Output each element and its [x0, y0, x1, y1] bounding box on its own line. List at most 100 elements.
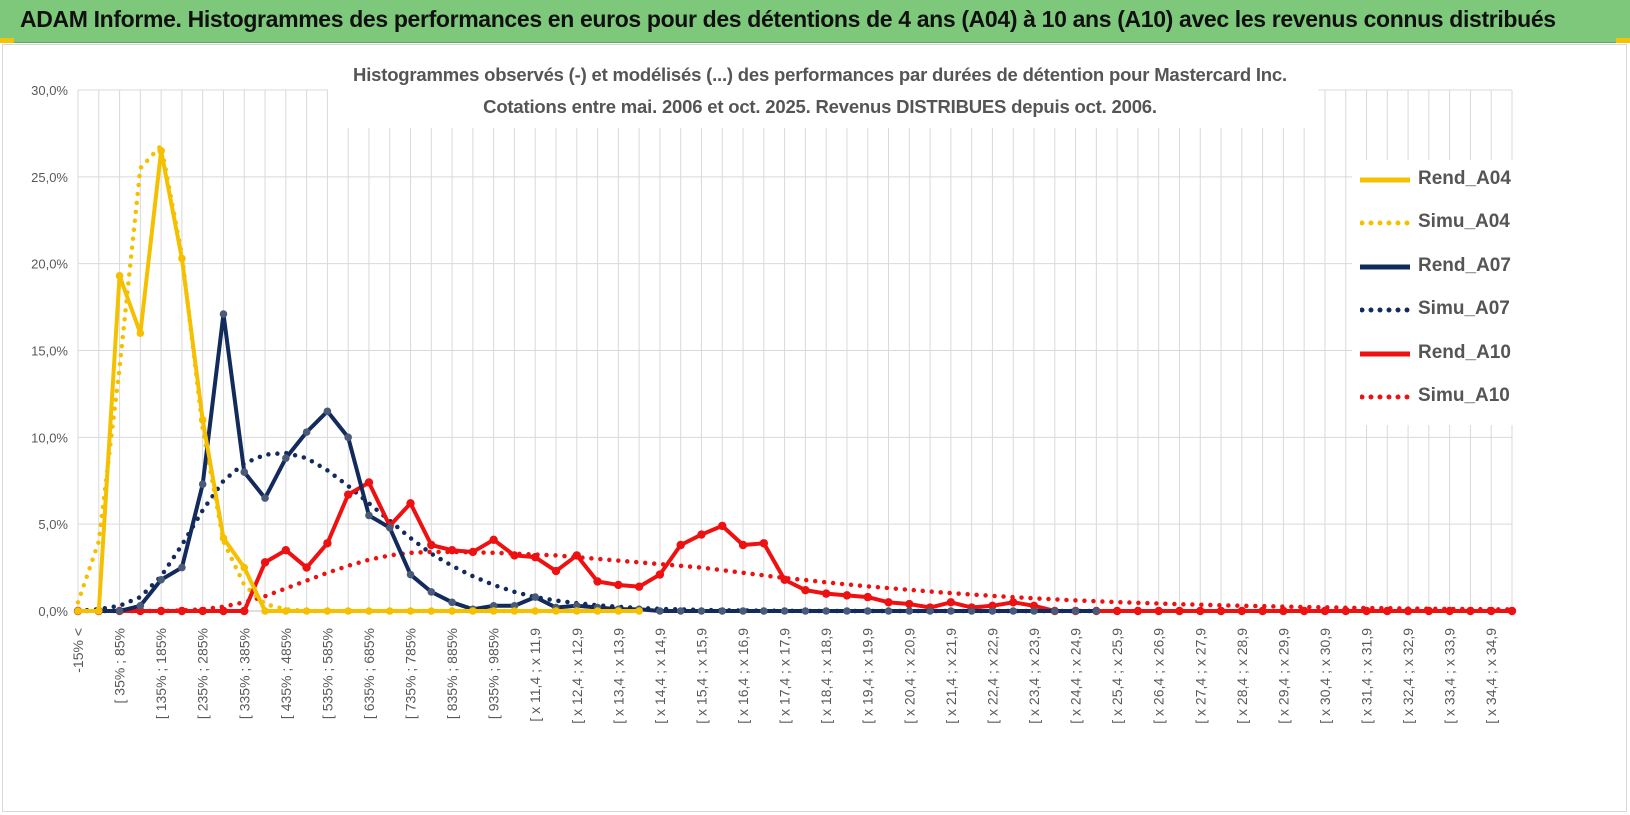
- data-point-rend-a10: [634, 582, 644, 591]
- legend-line-simu-a10: [1360, 394, 1412, 400]
- data-point-rend-a04: [219, 534, 228, 542]
- x-tick-label: [ 435% ; 485%: [278, 628, 294, 719]
- legend: Rend_A04 Simu_A04 Rend_A07 Simu_A07 Rend…: [1352, 160, 1522, 425]
- data-point-rend-a10: [219, 606, 228, 616]
- data-point-rend-a07: [385, 523, 394, 532]
- x-tick-label: [ x 28,4 ; x 28,9: [1234, 628, 1250, 724]
- x-tick-label: [ x 20,4 ; x 20,9: [901, 628, 917, 724]
- y-tick-label: 5,0%: [38, 517, 68, 532]
- data-point-rend-a10: [156, 606, 166, 616]
- data-point-rend-a04: [427, 607, 436, 615]
- data-point-rend-a07: [219, 310, 228, 318]
- x-tick-label: [ x 14,4 ; x 14,9: [652, 628, 668, 724]
- data-point-rend-a04: [178, 254, 186, 263]
- legend-item-rend-a10: Rend_A10: [1360, 342, 1530, 366]
- y-tick-label: 30,0%: [31, 83, 68, 98]
- x-tick-label: [ x 23,4 ; x 23,9: [1026, 628, 1042, 724]
- data-point-rend-a10: [655, 570, 665, 579]
- data-point-rend-a10: [905, 599, 914, 609]
- data-point-rend-a07: [157, 575, 165, 584]
- data-point-rend-a04: [572, 607, 581, 615]
- data-point-rend-a10: [1112, 606, 1122, 616]
- data-point-rend-a04: [510, 607, 519, 615]
- data-point-rend-a07: [406, 570, 415, 579]
- legend-label-rend-a10: Rend_A10: [1418, 342, 1511, 363]
- data-point-rend-a10: [1466, 606, 1475, 616]
- header-banner: ADAM Informe. Histogrammes des performan…: [0, 0, 1630, 43]
- data-point-rend-a07: [489, 601, 498, 610]
- x-tick-label: [ x 19,4 ; x 19,9: [860, 628, 876, 724]
- data-point-rend-a07: [676, 607, 685, 615]
- legend-item-simu-a10: Simu_A10: [1360, 385, 1530, 409]
- data-point-rend-a04: [240, 563, 249, 572]
- data-point-rend-a10: [842, 591, 852, 600]
- x-tick-label: [ x 26,4 ; x 26,9: [1151, 628, 1167, 724]
- series-line-simu-a07: [75, 450, 1099, 614]
- data-point-rend-a10: [697, 530, 706, 539]
- data-point-rend-a07: [967, 607, 976, 615]
- series-line-rend-a10: [78, 480, 1512, 613]
- data-point-rend-a04: [74, 607, 82, 615]
- data-point-rend-a07: [1009, 607, 1018, 615]
- data-point-rend-a07: [448, 598, 456, 607]
- data-point-rend-a10: [198, 606, 207, 616]
- data-point-rend-a10: [447, 546, 457, 555]
- data-point-rend-a04: [323, 607, 332, 615]
- x-tick-label: [ x 22,4 ; x 22,9: [984, 628, 1000, 724]
- data-point-rend-a10: [1196, 606, 1205, 616]
- data-point-rend-a07: [572, 601, 581, 610]
- data-point-rend-a04: [302, 607, 311, 615]
- data-point-rend-a04: [157, 146, 165, 155]
- data-point-rend-a07: [801, 607, 810, 615]
- data-point-rend-a10: [884, 598, 893, 607]
- data-point-rend-a10: [1341, 606, 1350, 616]
- x-tick-label: [ x 32,4 ; x 32,9: [1400, 628, 1416, 724]
- data-point-rend-a10: [801, 585, 810, 595]
- legend-label-rend-a07: Rend_A07: [1418, 255, 1511, 276]
- data-point-rend-a10: [614, 580, 623, 590]
- data-point-rend-a07: [697, 607, 706, 615]
- x-tick-label: [ 535% ; 585%: [319, 628, 335, 719]
- data-point-rend-a07: [656, 607, 664, 615]
- data-point-rend-a10: [427, 540, 436, 550]
- data-point-rend-a07: [1071, 607, 1080, 615]
- data-point-rend-a04: [365, 607, 373, 615]
- x-tick-label: [ x 16,4 ; x 16,9: [735, 628, 751, 724]
- data-point-rend-a10: [302, 563, 311, 572]
- data-point-rend-a04: [198, 416, 207, 424]
- x-tick-label: [ x 13,4 ; x 13,9: [610, 628, 626, 724]
- data-point-rend-a07: [739, 607, 747, 615]
- data-point-rend-a07: [760, 607, 768, 615]
- x-tick-label: [ 735% ; 785%: [403, 628, 419, 719]
- x-tick-label: [ x 27,4 ; x 27,9: [1192, 628, 1208, 724]
- x-tick-label: [ x 33,4 ; x 33,9: [1442, 628, 1458, 724]
- data-point-rend-a10: [281, 546, 291, 555]
- data-point-rend-a10: [946, 598, 956, 607]
- y-tick-label: 25,0%: [31, 170, 68, 185]
- x-tick-label: [ x 25,4 ; x 25,9: [1109, 628, 1125, 724]
- data-point-rend-a10: [1320, 606, 1330, 616]
- data-point-rend-a07: [510, 601, 519, 610]
- x-tick-label: [ x 11,4 ; x 11,9: [527, 628, 543, 722]
- data-point-rend-a10: [738, 540, 748, 550]
- data-point-rend-a07: [531, 593, 540, 601]
- chart-title-line-1: Histogrammes observés (-) et modélisés (…: [353, 64, 1287, 85]
- data-point-rend-a10: [177, 606, 187, 616]
- data-point-rend-a07: [427, 588, 436, 596]
- data-point-rend-a10: [1216, 606, 1226, 616]
- data-point-rend-a04: [448, 607, 456, 615]
- x-tick-label: [ x 34,4 ; x 34,9: [1483, 628, 1499, 724]
- data-point-rend-a10: [759, 539, 769, 548]
- x-tick-label: [ 135% ; 185%: [153, 628, 169, 719]
- y-tick-label: 10,0%: [31, 430, 68, 445]
- data-point-rend-a04: [115, 272, 124, 280]
- data-point-rend-a10: [531, 552, 540, 562]
- data-point-rend-a04: [344, 607, 352, 615]
- data-point-rend-a10: [1175, 606, 1184, 616]
- data-point-rend-a07: [1050, 607, 1059, 615]
- data-point-rend-a07: [198, 480, 207, 489]
- legend-item-simu-a04: Simu_A04: [1360, 211, 1530, 235]
- data-point-rend-a07: [1092, 607, 1101, 615]
- data-point-rend-a04: [136, 329, 145, 337]
